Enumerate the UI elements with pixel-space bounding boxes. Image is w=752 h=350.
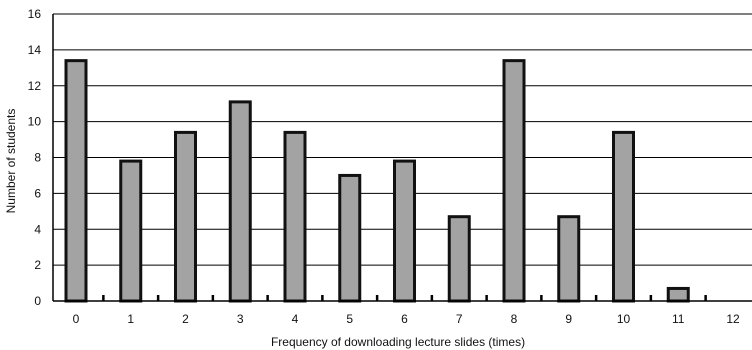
bar [228, 100, 252, 303]
y-axis-title: Number of students [4, 109, 18, 214]
x-tick-label: 1 [127, 312, 134, 326]
x-tick-label: 0 [73, 312, 80, 326]
y-tick-label: 2 [34, 258, 41, 272]
x-tick-labels: 0 1 2 3 4 5 6 7 8 9 10 11 12 [73, 312, 740, 326]
bar [119, 159, 143, 303]
bar [557, 215, 581, 303]
y-tick-label: 16 [28, 7, 42, 21]
x-axis-title: Frequency of downloading lecture slides … [271, 335, 525, 349]
bar [174, 130, 197, 303]
tick-marks [102, 295, 707, 301]
x-tick-label: 12 [726, 312, 740, 326]
bar [64, 59, 88, 303]
bar [612, 130, 635, 303]
x-tick-label: 7 [456, 312, 463, 326]
x-tick-label: 9 [565, 312, 572, 326]
bar [338, 173, 362, 303]
x-tick-label: 4 [292, 312, 299, 326]
y-tick-label: 0 [34, 294, 41, 308]
bar [393, 159, 416, 303]
y-tick-label: 10 [28, 115, 42, 129]
y-tick-label: 8 [34, 151, 41, 165]
x-tick-label: 8 [511, 312, 518, 326]
x-tick-label: 11 [672, 312, 685, 326]
x-tick-label: 3 [237, 312, 244, 326]
y-tick-label: 14 [28, 43, 42, 57]
x-tick-label: 10 [617, 312, 631, 326]
bar [502, 59, 526, 303]
y-tick-labels: 0 2 4 6 8 10 12 14 16 [28, 7, 42, 308]
bar [666, 286, 690, 303]
x-tick-label: 6 [401, 312, 408, 326]
x-tick-label: 2 [182, 312, 189, 326]
x-tick-label: 5 [346, 312, 353, 326]
y-tick-label: 6 [34, 186, 41, 200]
bar [283, 130, 307, 303]
bar [447, 215, 471, 303]
y-tick-label: 12 [28, 79, 42, 93]
y-tick-label: 4 [34, 222, 41, 236]
